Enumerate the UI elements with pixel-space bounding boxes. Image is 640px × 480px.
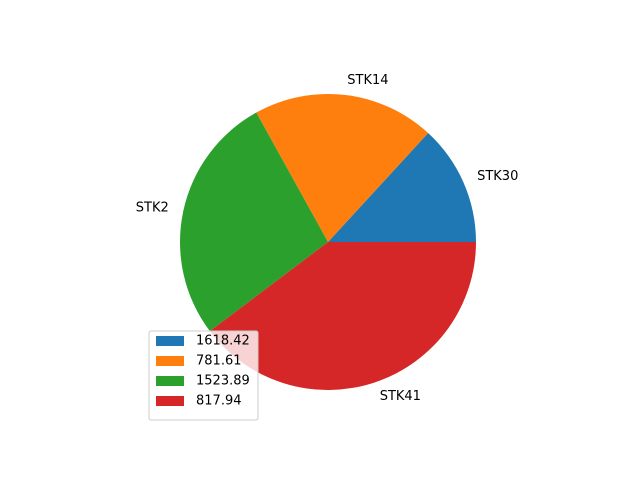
legend-swatch	[156, 356, 184, 366]
slice-labels: STK30 STK14 STK2 STK41	[136, 73, 519, 404]
pie-slices	[180, 94, 476, 390]
legend-label: 817.94	[196, 394, 242, 409]
slice-label-stk30: STK30	[477, 169, 518, 184]
slice-label-stk14: STK14	[347, 73, 388, 88]
legend-label: 1618.42	[196, 334, 250, 349]
slice-label-stk41: STK41	[380, 389, 421, 404]
pie-slice-stk14	[256, 94, 429, 243]
slice-label-stk2: STK2	[136, 201, 169, 216]
legend-swatch	[156, 336, 184, 346]
legend-label: 781.61	[196, 354, 242, 369]
legend-swatch	[156, 396, 184, 406]
pie-slice-stk30	[328, 133, 476, 242]
legend-label: 1523.89	[196, 374, 250, 389]
pie-slice-stk41	[209, 242, 476, 390]
pie-slice-stk2	[180, 112, 328, 332]
legend: 1618.42 781.61 1523.89 817.94	[148, 330, 259, 421]
legend-entries: 1618.42 781.61 1523.89 817.94	[156, 334, 250, 409]
legend-swatch	[156, 376, 184, 386]
